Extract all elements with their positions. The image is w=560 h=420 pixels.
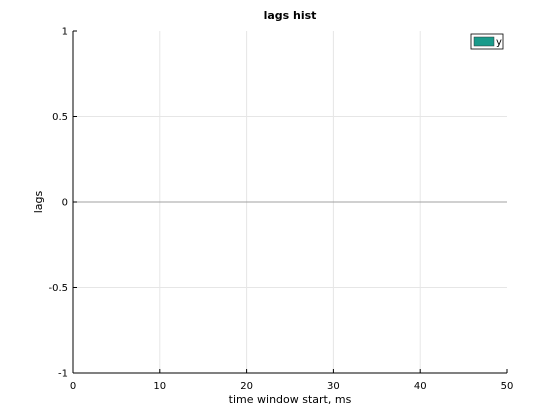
- x-tick-label: 0: [70, 381, 76, 392]
- x-tick-label: 20: [240, 381, 253, 392]
- y-axis-label: lags: [32, 190, 45, 213]
- legend-swatch: [474, 37, 494, 46]
- legend: y: [471, 34, 503, 49]
- x-tick-label: 40: [414, 381, 427, 392]
- chart-title: lags hist: [264, 9, 317, 22]
- y-tick-label: 0: [62, 198, 68, 209]
- y-tick-label: -0.5: [48, 283, 68, 294]
- y-tick-label: -1: [58, 369, 68, 380]
- y-tick-label: 0.5: [52, 112, 68, 123]
- x-axis-label: time window start, ms: [229, 393, 352, 406]
- x-tick-label: 10: [153, 381, 166, 392]
- legend-label: y: [496, 37, 502, 48]
- x-tick-label: 30: [327, 381, 340, 392]
- y-tick-label: 1: [62, 27, 68, 38]
- x-tick-label: 50: [501, 381, 514, 392]
